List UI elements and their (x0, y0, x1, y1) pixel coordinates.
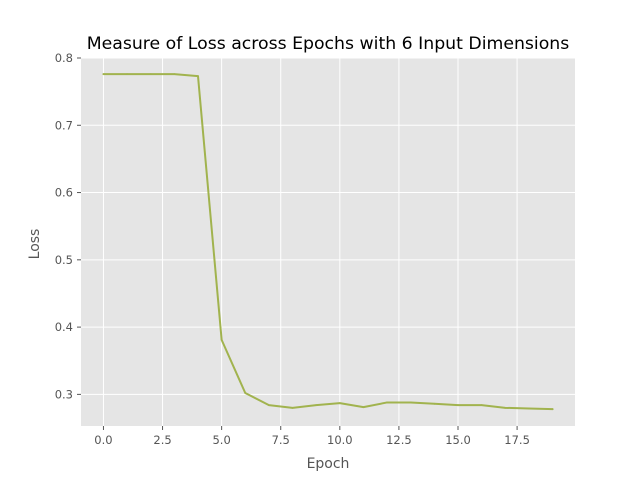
data-point (126, 73, 128, 76)
x-tick-label: 5.0 (212, 433, 230, 447)
data-point (433, 402, 436, 405)
y-axis-ticks: 0.3 0.4 0.5 0.6 0.7 0.8 (55, 51, 81, 401)
y-tick-label: 0.3 (55, 387, 73, 401)
x-tick-label: 10.0 (327, 433, 353, 447)
x-tick-label: 0.0 (94, 433, 112, 447)
data-point (268, 404, 270, 407)
data-point (480, 404, 483, 407)
y-tick-label: 0.7 (55, 118, 73, 132)
x-tick-label: 12.5 (386, 433, 412, 447)
x-tick-label: 15.0 (445, 433, 471, 447)
data-point (551, 408, 554, 411)
data-point (197, 75, 199, 78)
data-point (149, 73, 152, 76)
x-tick-label: 17.5 (504, 433, 530, 447)
data-point (244, 392, 247, 394)
data-point (291, 406, 294, 409)
x-axis-label: Epoch (307, 456, 350, 472)
data-point (528, 407, 530, 410)
y-tick-label: 0.5 (55, 253, 73, 267)
data-point (362, 406, 365, 409)
data-point (457, 404, 459, 407)
data-point (504, 406, 507, 409)
data-point (386, 401, 388, 404)
y-tick-label: 0.6 (55, 186, 73, 200)
x-axis-ticks: 0.0 2.5 5.0 7.5 10.0 12.5 15.0 17.5 (94, 426, 530, 447)
y-axis-label: Loss (27, 229, 43, 260)
series-line (102, 73, 554, 411)
data-point (409, 401, 412, 404)
grid-lines (81, 57, 575, 426)
x-tick-label: 2.5 (153, 433, 171, 447)
data-point (220, 338, 223, 341)
data-point (338, 402, 341, 405)
data-point (173, 73, 176, 76)
data-point (315, 404, 318, 407)
data-point (102, 73, 105, 76)
y-tick-label: 0.4 (55, 320, 73, 334)
series-layer (102, 73, 554, 411)
chart-title: Measure of Loss across Epochs with 6 Inp… (87, 34, 570, 54)
y-tick-label: 0.8 (55, 51, 73, 65)
x-tick-label: 7.5 (272, 433, 290, 447)
plot-area (81, 58, 575, 426)
